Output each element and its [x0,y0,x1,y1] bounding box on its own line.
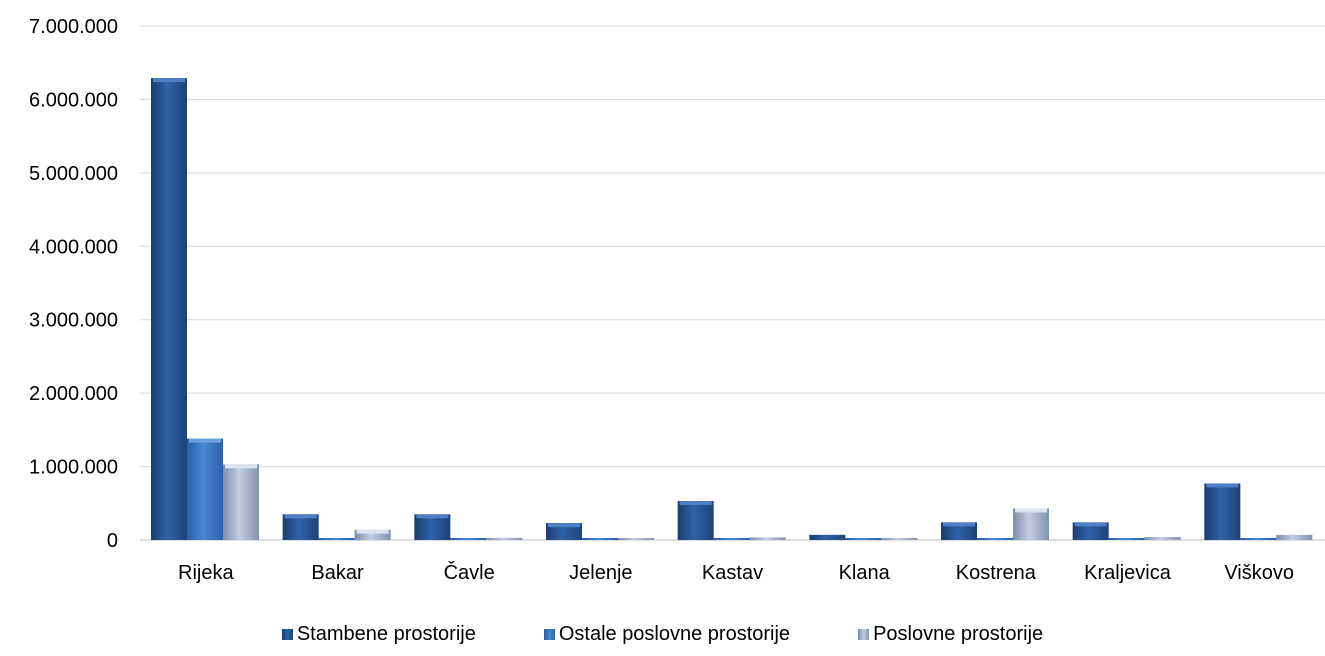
legend-swatch [543,629,555,640]
x-tick-label: Kastav [702,562,763,584]
bar [809,534,846,540]
bar [1013,508,1049,540]
y-tick-label: 7.000.000 [29,16,118,38]
bar [318,538,355,540]
bar-klana-3 [881,538,918,540]
bar-kostrena-2 [977,538,1013,540]
bar [187,438,223,540]
bar-top-bevel [1074,522,1107,527]
bar-rijeka-1 [151,78,187,541]
bar [1240,538,1277,540]
bar-bakar-3 [354,529,391,540]
y-tick-label: 4.000.000 [29,236,118,258]
x-tick-label: Kostrena [956,562,1037,584]
bar-jelenje-2 [582,538,618,540]
bar [486,537,523,540]
x-tick-label: Bakar [311,562,364,584]
y-tick-label: 3.000.000 [29,310,118,332]
bar [1072,522,1109,540]
bar [282,514,319,540]
bar [1276,534,1313,540]
bar-top-bevel [225,464,257,469]
bar [1108,538,1145,540]
bar-top-bevel [189,438,221,443]
bar [151,78,187,541]
bar-kraljevica-3 [1144,537,1181,540]
legend-item: Stambene prostorije [281,623,476,646]
bar-klana-2 [845,538,882,540]
x-tick-label: Klana [839,562,891,584]
legend-item: Ostale poslovne prostorije [543,623,791,646]
gridlines [140,25,1325,541]
bar-top-bevel [356,529,389,534]
bar-kraljevica-2 [1108,538,1145,540]
bar [414,514,451,540]
bar-top-bevel [943,522,975,527]
bar-viškovo-2 [1240,538,1277,540]
bars [151,78,1313,541]
bar [223,464,259,540]
x-axis-ticks: Rijeka Bakar Čavle Jelenje Kastav Klana Kostre… [178,561,1294,584]
bar [354,529,391,540]
y-tick-label: 2.000.000 [29,383,118,405]
y-tick-label: 1.000.000 [29,457,118,479]
legend-label: Poslovne prostorije [873,623,1044,645]
bar [881,538,918,540]
bar-top-bevel [284,514,317,519]
bar-top-bevel [1015,508,1047,513]
bar-kastav-3 [749,537,786,540]
bar [677,501,714,540]
bar [1204,483,1241,540]
y-tick-label: 0 [107,530,118,552]
bar [845,538,882,540]
legend-item: Poslovne prostorije [858,623,1043,646]
legend-label: Stambene prostorije [296,623,476,645]
bar-bakar-1 [282,514,319,540]
bar-jelenje-1 [546,523,582,540]
bar-jelenje-3 [618,538,654,540]
x-tick-label: Viškovo [1224,562,1294,584]
bar [1144,537,1181,540]
x-tick-label: Čavle [444,561,495,584]
bar-kastav-2 [713,538,750,540]
bar-viškovo-3 [1276,534,1313,540]
bar-top-bevel [416,514,449,519]
legend-swatch [858,629,870,640]
legend: Stambene prostorije Ostale poslovne prost… [0,623,1325,646]
bar [450,538,487,540]
bar-bakar-2 [318,538,355,540]
bar-klana-1 [809,534,846,540]
bar [749,537,786,540]
bar-rijeka-2 [187,438,223,540]
bar-kraljevica-1 [1072,522,1109,540]
bar-čavle-3 [486,537,523,540]
y-tick-label: 5.000.000 [29,163,118,185]
bar-top-bevel [548,523,580,528]
bar-top-bevel [153,78,185,83]
bar-kostrena-3 [1013,508,1049,540]
bar-top-bevel [1206,483,1239,488]
legend-swatch [281,629,293,640]
bar-rijeka-3 [223,464,259,540]
bar [546,523,582,540]
y-axis-ticks: 0 1.000.000 2.000.000 3.000.000 4.000.000 5.0… [29,16,118,552]
bar [582,538,618,540]
bar [618,538,654,540]
bar-kastav-1 [677,501,714,540]
bar [941,522,977,540]
y-tick-label: 6.000.000 [29,89,118,111]
bar-čavle-2 [450,538,487,540]
bar [713,538,750,540]
x-tick-label: Jelenje [569,562,632,584]
bar-top-bevel [679,501,712,506]
bar-čavle-1 [414,514,451,540]
x-tick-label: Kraljevica [1084,562,1172,584]
x-tick-label: Rijeka [178,562,234,584]
bar [977,538,1013,540]
bar-viškovo-1 [1204,483,1241,540]
bar-kostrena-1 [941,522,977,540]
legend-label: Ostale poslovne prostorije [558,623,791,645]
